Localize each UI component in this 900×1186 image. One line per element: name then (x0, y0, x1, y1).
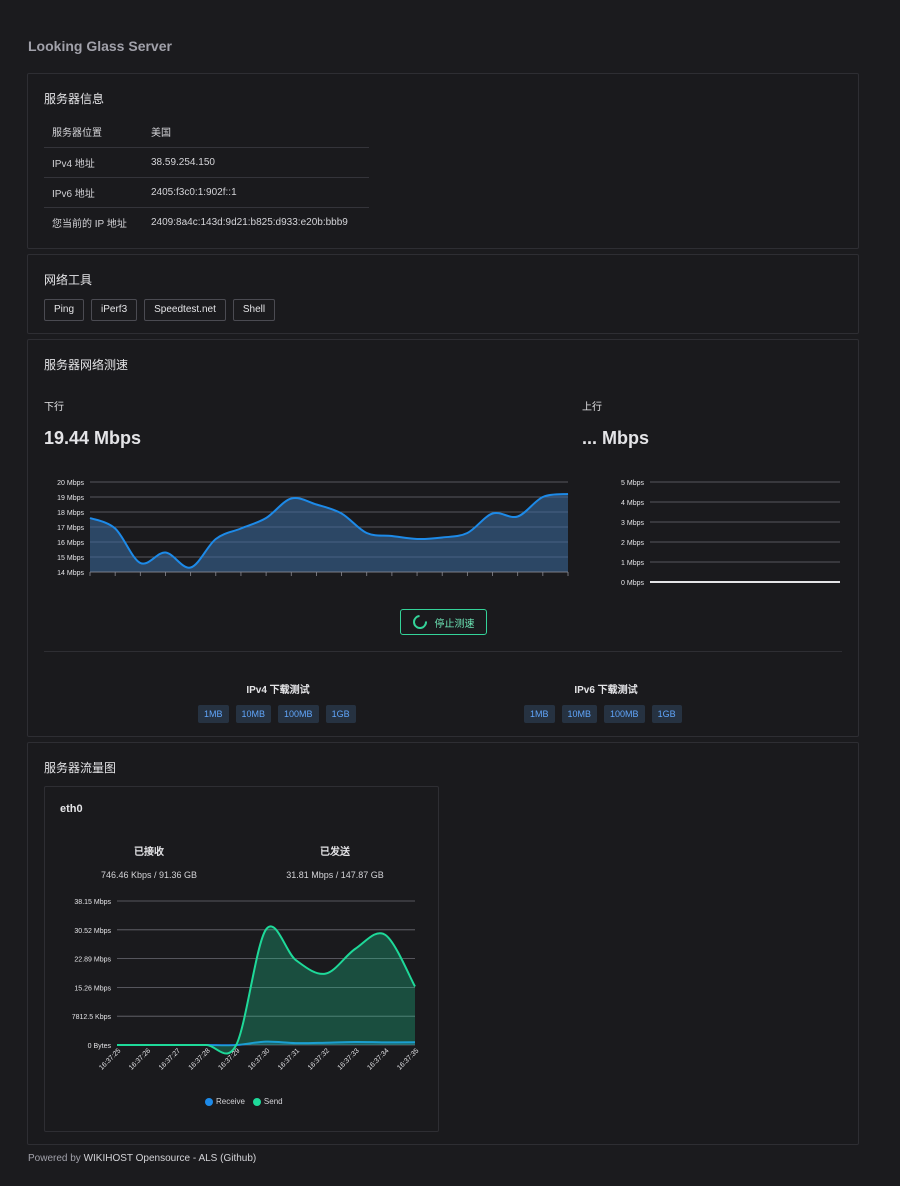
ipv4-1gb-button[interactable]: 1GB (325, 705, 356, 723)
x-tick-label: 16:37:35 (396, 1047, 420, 1071)
x-tick-label: 16:37:30 (247, 1047, 271, 1071)
table-row: IPv6 地址 2405:f3c0:1:902f::1 (44, 177, 369, 208)
ipv4-download-buttons: 1MB 10MB 100MB 1GB (198, 705, 356, 723)
legend-send[interactable]: Send (252, 1097, 283, 1106)
upload-chart: 0 Mbps 1 Mbps 2 Mbps 3 Mbps 4 Mbps 5 Mbps (621, 480, 840, 587)
receive-dot-icon (205, 1097, 213, 1106)
network-tools-title: 网络工具 (44, 273, 93, 287)
server-info-card: 服务器信息 服务器位置 美国 IPv4 地址 38.59.254.150 IPv… (27, 73, 859, 249)
info-key: 您当前的 IP 地址 (52, 218, 127, 230)
y-tick-label: 2 Mbps (621, 540, 644, 547)
y-tick-label: 0 Mbps (621, 580, 644, 587)
stop-speedtest-button[interactable]: 停止测速 (400, 609, 487, 635)
y-tick-label: 4 Mbps (621, 500, 644, 507)
sent-value: 31.81 Mbps / 147.87 GB (286, 870, 384, 880)
interface-name: eth0 (60, 803, 83, 815)
y-tick-label: 3 Mbps (621, 520, 644, 527)
footer: Powered by WIKIHOST Opensource - ALS (Gi… (28, 1153, 256, 1164)
speedtest-card: 服务器网络测速 下行 19.44 Mbps 上行 ... Mbps 14 Mbp… (27, 339, 859, 737)
y-tick-label: 17 Mbps (57, 525, 84, 532)
x-tick-label: 16:37:28 (188, 1047, 212, 1071)
interface-card: eth0 已接收 746.46 Kbps / 91.36 GB 已发送 31.8… (44, 786, 439, 1132)
ipv4-100mb-button[interactable]: 100MB (278, 705, 319, 723)
x-tick-label: 16:37:32 (307, 1047, 331, 1071)
info-value: 2409:8a4c:143d:9d21:b825:d933:e20b:bbb9 (151, 216, 348, 228)
ipv6-download-title: IPv6 下载测试 (574, 685, 638, 696)
ipv6-download-buttons: 1MB 10MB 100MB 1GB (524, 705, 682, 723)
info-key: IPv4 地址 (44, 147, 143, 178)
y-tick-label: 14 Mbps (57, 570, 84, 577)
table-row: 您当前的 IP 地址 2409:8a4c:143d:9d21:b825:d933… (44, 207, 369, 237)
y-tick-label: 19 Mbps (57, 495, 84, 502)
server-info-table: 服务器位置 美国 IPv4 地址 38.59.254.150 IPv6 地址 2… (44, 117, 369, 237)
x-tick-label: 16:37:34 (366, 1047, 390, 1071)
traffic-card: 服务器流量图 eth0 已接收 746.46 Kbps / 91.36 GB 已… (27, 742, 859, 1145)
speedtest-title: 服务器网络测速 (44, 358, 129, 372)
y-tick-label: 5 Mbps (621, 480, 644, 487)
download-value: 19.44 Mbps (44, 428, 142, 448)
ipv6-1gb-button[interactable]: 1GB (651, 705, 682, 723)
x-tick-label: 16:37:31 (277, 1047, 301, 1071)
ipv4-download-title: IPv4 下载测试 (246, 685, 310, 696)
table-row: IPv4 地址 38.59.254.150 (44, 147, 369, 178)
series-area (90, 494, 568, 572)
spinner-icon (409, 612, 430, 632)
y-tick-label: 38.15 Mbps (74, 899, 111, 906)
ipv6-1mb-button[interactable]: 1MB (524, 705, 555, 723)
x-tick-label: 16:37:25 (98, 1047, 122, 1071)
ipv4-10mb-button[interactable]: 10MB (235, 705, 272, 723)
info-key: IPv6 地址 (44, 177, 143, 208)
table-row: 服务器位置 美国 (44, 117, 369, 148)
upload-value: ... Mbps (582, 428, 649, 448)
stop-speedtest-label: 停止测速 (434, 618, 475, 630)
divider (44, 651, 842, 652)
info-key: 服务器位置 (44, 117, 143, 148)
received-label: 已接收 (134, 847, 164, 858)
traffic-title: 服务器流量图 (44, 761, 117, 775)
info-value: 2405:f3c0:1:902f::1 (143, 177, 369, 208)
chart-legend: Receive Send (205, 1097, 283, 1106)
ipv4-1mb-button[interactable]: 1MB (198, 705, 229, 723)
shell-button[interactable]: Shell (232, 299, 276, 321)
y-tick-label: 16 Mbps (57, 540, 84, 547)
x-tick-label: 16:37:26 (128, 1047, 152, 1071)
series-line (89, 493, 569, 569)
legend-send-label: Send (263, 1097, 283, 1106)
x-tick-label: 16:37:27 (158, 1047, 182, 1071)
sent-label: 已发送 (320, 847, 350, 858)
legend-receive[interactable]: Receive (205, 1097, 245, 1106)
y-tick-label: 20 Mbps (57, 480, 84, 487)
tools-group: Ping iPerf3 Speedtest.net Shell (44, 299, 276, 321)
legend-receive-label: Receive (216, 1097, 245, 1106)
series-area (117, 926, 415, 1054)
y-tick-label: 15.26 Mbps (74, 985, 111, 992)
y-tick-label: 15 Mbps (57, 555, 84, 562)
download-chart: 14 Mbps 15 Mbps 16 Mbps 17 Mbps 18 Mbps 19 Mb… (57, 480, 569, 577)
y-tick-label: 7812.5 Kbps (72, 1014, 112, 1021)
network-tools-card: 网络工具 Ping iPerf3 Speedtest.net Shell (27, 254, 859, 334)
y-tick-label: 0 Bytes (88, 1043, 112, 1050)
y-tick-label: 30.52 Mbps (74, 928, 111, 935)
traffic-chart: 0 Bytes 7812.5 Kbps 15.26 Mbps 22.89 Mbps 30… (72, 899, 421, 1072)
app-title: Looking Glass Server (28, 38, 172, 54)
server-info-title: 服务器信息 (44, 92, 105, 106)
download-label: 下行 (44, 402, 64, 413)
y-tick-label: 1 Mbps (621, 560, 644, 567)
x-tick-label: 16:37:33 (337, 1047, 361, 1071)
footer-link[interactable]: WIKIHOST Opensource - ALS (Github) (83, 1153, 257, 1164)
received-value: 746.46 Kbps / 91.36 GB (100, 870, 198, 880)
ping-button[interactable]: Ping (44, 299, 85, 321)
ipv6-100mb-button[interactable]: 100MB (604, 705, 645, 723)
send-dot-icon (252, 1097, 261, 1106)
ipv6-10mb-button[interactable]: 10MB (561, 705, 598, 723)
info-value: 38.59.254.150 (143, 147, 369, 178)
info-value: 美国 (143, 117, 369, 148)
y-tick-label: 22.89 Mbps (74, 957, 111, 964)
footer-prefix: Powered by (28, 1153, 81, 1164)
series-line (116, 925, 416, 1055)
iperf3-button[interactable]: iPerf3 (91, 299, 138, 321)
upload-label: 上行 (582, 402, 602, 413)
speedtest-button[interactable]: Speedtest.net (144, 299, 226, 321)
y-tick-label: 18 Mbps (57, 510, 84, 517)
